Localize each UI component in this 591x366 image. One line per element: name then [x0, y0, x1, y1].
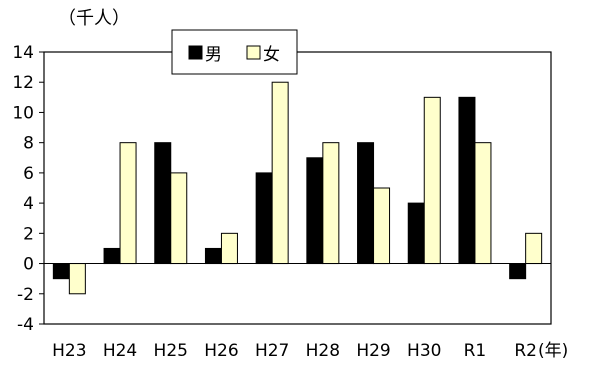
legend-swatch-female	[246, 45, 261, 60]
bar-female-H23	[68, 263, 86, 295]
x-tick-label: H29	[356, 341, 390, 361]
bar-male-R2	[509, 263, 527, 280]
bar-male-H26	[204, 247, 222, 265]
x-tick-label: H23	[52, 341, 86, 361]
x-tick-label: H28	[306, 341, 340, 361]
bar-male-H29	[357, 142, 375, 265]
bar-male-H30	[407, 202, 425, 265]
bar-female-H28	[322, 142, 340, 265]
bar-male-R1	[458, 96, 476, 265]
legend-label-male: 男	[205, 45, 222, 65]
y-tick-label: 10	[12, 103, 34, 123]
bar-male-H25	[154, 142, 172, 265]
x-tick-label: H24	[103, 341, 137, 361]
x-tick-label: H30	[407, 341, 441, 361]
y-tick-label: 0	[23, 255, 34, 275]
bar-female-H25	[170, 172, 188, 265]
legend: 男 女	[171, 29, 298, 75]
y-tick-label: 8	[23, 134, 34, 154]
x-axis-labels: H23 H24 H25 H26 H27 H28 H29 H30 R1 R2	[52, 341, 537, 361]
bar-series-group	[44, 81, 551, 295]
bar-female-H30	[423, 96, 441, 265]
y-axis: -4 -2 0 2 4 6 8 10 12 14	[12, 43, 44, 335]
x-tick-label: H25	[154, 341, 188, 361]
bar-male-H24	[103, 247, 121, 265]
y-unit-label: （千人）	[58, 8, 130, 29]
legend-swatch-male	[188, 45, 203, 60]
x-tick-label: R1	[464, 341, 487, 361]
x-tick-label: H27	[255, 341, 289, 361]
bar-male-H27	[255, 172, 273, 265]
x-tick-label: H26	[204, 341, 238, 361]
x-tick-label: R2	[514, 341, 537, 361]
bar-female-H26	[220, 232, 238, 265]
y-tick-label: 2	[23, 224, 34, 244]
x-unit-label: (年)	[538, 341, 568, 361]
y-tick-label: 4	[23, 194, 34, 214]
bar-male-H23	[52, 263, 70, 280]
y-tick-label: 12	[12, 73, 34, 93]
bar-female-H29	[373, 187, 391, 265]
bar-female-R1	[474, 142, 492, 265]
y-tick-label: -2	[17, 285, 34, 305]
bar-female-R2	[525, 232, 543, 265]
bar-male-H28	[306, 157, 324, 265]
y-tick-label: 14	[12, 43, 34, 63]
bar-female-H27	[271, 81, 289, 265]
y-tick-label: 6	[23, 164, 34, 184]
y-tick-label: -4	[17, 315, 34, 335]
legend-label-female: 女	[263, 45, 280, 65]
bar-female-H24	[119, 142, 137, 265]
